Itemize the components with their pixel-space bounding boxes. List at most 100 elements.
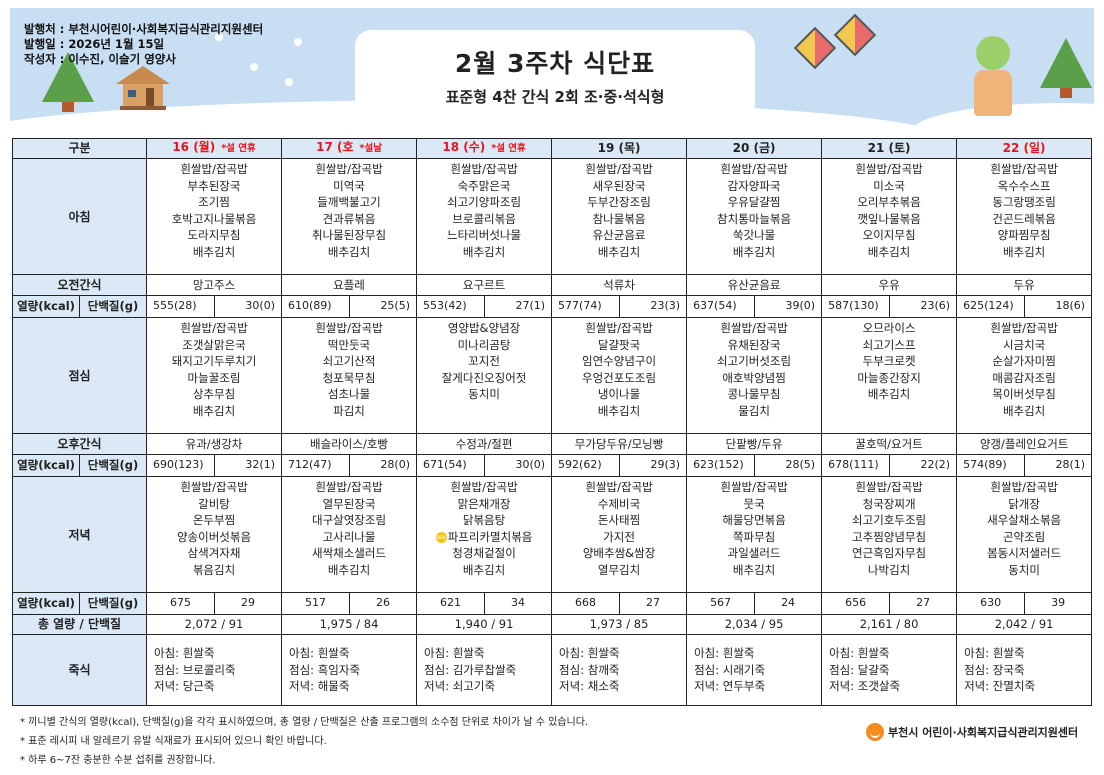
menu-item-text: 쇠고기호두조림 — [852, 513, 927, 527]
kcal-label: 열량(kcal) — [12, 454, 80, 477]
table-row: 죽식 아침: 흰쌀죽 점심: 브로콜리죽 저녁: 당근죽 아침: 흰쌀죽 점심: 흑임자죽… — [12, 634, 1093, 706]
lunch-menu: 흰쌀밥/잡곡밥 달걀팟국 임연수양념구이 우엉건포도조림 냉이나물 배추김치 — [551, 317, 688, 434]
menu-item: 흰쌀밥/잡곡밥 — [147, 320, 281, 337]
protein-value: 28(1) — [1024, 454, 1093, 477]
menu-item: 유산균음료 — [552, 227, 686, 244]
menu-item-text: 점심: 김가루찹쌀죽 — [424, 662, 517, 677]
lunch-menu: 흰쌀밥/잡곡밥 떡만둣국 쇠고기산적 청포묵무침 섬초나물 파김치 — [281, 317, 418, 434]
menu-item-text: 배추김치 — [597, 244, 641, 259]
menu-item-text: 흰쌀밥/잡곡밥 — [180, 321, 248, 335]
breakfast-menu: 흰쌀밥/잡곡밥 숙주맑은국 쇠고기양파조림 브로콜리볶음 느타리버섯나물 배추김치 — [416, 158, 553, 275]
menu-item-text: 흰쌀밥/잡곡밥 — [720, 480, 788, 494]
menu-item: 점심: 참깨죽 — [559, 662, 686, 679]
kcal-value: 555(28) — [146, 295, 215, 318]
menu-item: 느타리버섯나물 — [417, 227, 551, 244]
menu-item-text: 흰쌀밥/잡곡밥 — [180, 162, 248, 176]
kcal-value: 671(54) — [416, 454, 486, 477]
menu-item-text: 호박고지나물볶음 — [171, 211, 257, 226]
menu-item-text: 배추김치 — [327, 244, 371, 259]
lunch-menu: 영양밥&양념장 미나리곰탕 꼬지전 잘게다진오징어젓 동치미 — [416, 317, 553, 434]
menu-item-text: 미나리곰탕 — [457, 337, 511, 352]
menu-item: 새우된장국 — [552, 178, 686, 195]
menu-item-text: 애호박양념찜 — [722, 370, 786, 385]
menu-item: 숙주맑은국 — [417, 178, 551, 195]
menu-item-text: 볶음김치 — [192, 562, 236, 577]
holiday-note: *설날 — [359, 143, 382, 155]
menu-item: NEW 파프리카멸치볶음 — [417, 529, 551, 546]
menu-item: 흰쌀밥/잡곡밥 — [147, 479, 281, 496]
menu-item-text: 미소국 — [873, 178, 905, 193]
footer-logo-text: 부천시 어린이·사회복지급식관리지원센터 — [888, 726, 1079, 739]
menu-item-text: 건곤드레볶음 — [992, 211, 1056, 226]
menu-item-text: 꼬지전 — [468, 354, 500, 368]
menu-item: 흰쌀밥/잡곡밥 — [687, 320, 821, 337]
menu-item-text: 나박김치 — [867, 562, 911, 577]
menu-item: 오리부추볶음 — [822, 194, 956, 211]
protein-value: 23(6) — [889, 295, 958, 318]
menu-item-text: 청경채겉절이 — [452, 546, 516, 560]
total-value: 1,975 / 84 — [281, 614, 418, 635]
menu-item: 오이지무침 — [822, 227, 956, 244]
menu-item-text: 배추김치 — [1002, 244, 1046, 259]
menu-item: 맑은채개장 — [417, 496, 551, 513]
protein-value: 22(2) — [889, 454, 958, 477]
day-header: 19 (목) — [551, 138, 688, 159]
menu-item: 마늘꿀조림 — [147, 370, 281, 387]
protein-value: 28(5) — [754, 454, 823, 477]
porridge-label: 죽식 — [12, 634, 147, 706]
menu-item-text: 동그랑땡조림 — [992, 195, 1056, 209]
menu-item: 흰쌀밥/잡곡밥 — [552, 479, 686, 496]
protein-label: 단백질(g) — [79, 592, 147, 615]
menu-item-text: 영양밥&양념장 — [447, 321, 521, 335]
menu-item-text: 새싹채소샐러드 — [311, 546, 387, 560]
menu-item: 쇠고기스프 — [822, 337, 956, 354]
menu-item-text: 점심: 달걀죽 — [829, 662, 890, 677]
breakfast-menu: 흰쌀밥/잡곡밥 미역국 들깨백불고기 견과류볶음 취나물된장무침 배추김치 — [281, 158, 418, 275]
day-date: 20 (금) — [732, 141, 776, 156]
menu-item: 유채된장국 — [687, 337, 821, 354]
menu-item-text: 감자양파국 — [727, 178, 781, 193]
footnote: * 표준 레시피 내 알레르기 유발 식재료가 표시되어 있으니 확인 바랍니다… — [20, 736, 327, 747]
menu-item-text: 저녁: 채소죽 — [559, 679, 620, 694]
menu-item: 꼬지전 — [417, 353, 551, 370]
day-date: 22 (일) — [1002, 141, 1046, 156]
menu-item-text: 도라지무침 — [187, 228, 241, 242]
menu-item-text: 흰쌀밥/잡곡밥 — [315, 480, 383, 494]
porridge-menu: 아침: 흰쌀죽 점심: 시래기죽 저녁: 연두부죽 — [686, 634, 823, 706]
table-row: 열량(kcal) 단백질(g) 690(123) 32(1) 712(47) 28(0) 6… — [12, 454, 1093, 477]
menu-item-text: 흰쌀밥/잡곡밥 — [720, 321, 788, 335]
menu-item-text: 순살가자미찜 — [992, 354, 1056, 368]
menu-item: 흰쌀밥/잡곡밥 — [282, 320, 416, 337]
menu-item: 배추김치 — [957, 403, 1091, 420]
menu-item: 배추김치 — [282, 244, 416, 261]
menu-item: 매콤감자조림 — [957, 370, 1091, 387]
menu-item-text: 아침: 흰쌀죽 — [559, 646, 620, 661]
menu-item-text: 온두부찜 — [192, 513, 236, 527]
menu-item-text: 목이버섯무침 — [992, 387, 1056, 401]
menu-item-text: 옥수수스프 — [997, 178, 1051, 193]
tree-icon — [1040, 38, 1092, 88]
day-header: 20 (금) — [686, 138, 823, 159]
menu-item-text: 아침: 흰쌀죽 — [424, 646, 485, 661]
menu-item: 나박김치 — [822, 562, 956, 579]
menu-item-text: 미역국 — [333, 178, 365, 193]
day-date: 17 (호 — [316, 140, 354, 155]
menu-item-text: 배추김치 — [192, 403, 236, 418]
breakfast-label: 아침 — [12, 158, 147, 275]
menu-item: 돼지고기두루치기 — [147, 353, 281, 370]
publisher: 발행처 : 부천시어린이·사회복지급식관리지원센터 — [24, 22, 264, 36]
menu-item-text: 배추김치 — [867, 387, 911, 401]
protein-value: 26 — [349, 592, 418, 615]
kcal-value: 623(152) — [686, 454, 756, 477]
menu-item-text: 두부간장조림 — [587, 195, 651, 209]
menu-item: 아침: 흰쌀죽 — [964, 645, 1091, 662]
menu-item-text: 봄동시저샐러드 — [987, 546, 1062, 560]
menu-item-text: 고사리나물 — [322, 529, 376, 544]
new-badge-icon: NEW — [435, 531, 447, 543]
tree-trunk — [1060, 88, 1072, 98]
menu-item: 목이버섯무침 — [957, 386, 1091, 403]
menu-item: 흰쌀밥/잡곡밥 — [147, 161, 281, 178]
menu-item-text: 파프리카멸치볶음 — [447, 529, 533, 544]
pm-snack: 수정과/절편 — [416, 433, 553, 455]
menu-item: 미소국 — [822, 178, 956, 195]
